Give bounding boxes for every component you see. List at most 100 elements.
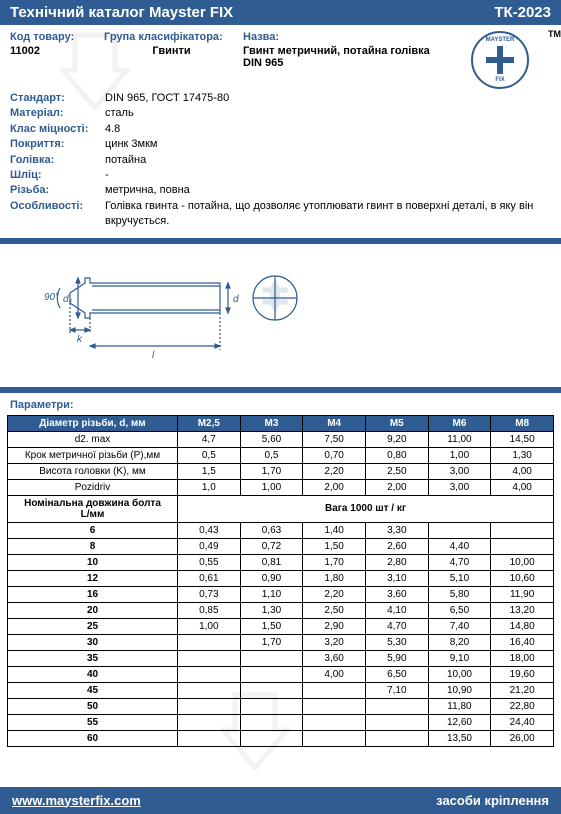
footer-bar: www.maysterfix.com засоби кріплення [0,787,561,814]
spec-label: Стандарт: [10,91,105,106]
footer-url[interactable]: www.maysterfix.com [12,793,141,808]
th-col: M4 [303,415,366,431]
table-cell: 7,40 [428,618,491,634]
spec-row: Особливості:Голівка гвинта - потайна, що… [10,199,551,230]
table-cell [303,714,366,730]
table-cell: 3,60 [365,586,428,602]
table-cell: 0,70 [303,447,366,463]
table-row: 120,610,901,803,105,1010,60 [8,570,554,586]
table-cell: 11,00 [428,431,491,447]
table-cell: 2,20 [303,586,366,602]
table-cell: 0,80 [365,447,428,463]
table-cell: 4,00 [303,666,366,682]
table-row: 251,001,502,904,707,4014,80 [8,618,554,634]
table-cell [303,698,366,714]
row-label: 16 [8,586,178,602]
table-cell: 13,50 [428,730,491,746]
table-cell: 0,72 [240,538,303,554]
table-row: 80,490,721,502,604,40 [8,538,554,554]
spec-value: потайна [105,153,146,168]
table-cell: 1,50 [303,538,366,554]
table-row: 404,006,5010,0019,60 [8,666,554,682]
spec-value: DIN 965, ГОСТ 17475-80 [105,91,229,106]
diagram-k: k [77,334,83,345]
table-cell: 11,80 [428,698,491,714]
table-cell: 0,5 [240,447,303,463]
diagram-l: l [152,350,155,361]
table-row: 60,430,631,403,30 [8,522,554,538]
spec-value: сталь [105,106,134,121]
product-code-value: 11002 [10,45,100,57]
table-cell: 2,50 [365,463,428,479]
spec-value: цинк 3мкм [105,137,157,152]
table-cell [365,730,428,746]
table-cell: 4,70 [428,554,491,570]
catalog-title: Технічний каталог Mayster FIX [10,4,233,21]
diagram-dk: dₖ [63,294,74,305]
table-cell: 1,80 [303,570,366,586]
table-cell: 22,80 [491,698,554,714]
table-cell: 26,00 [491,730,554,746]
table-cell: 1,70 [240,634,303,650]
table-cell: 5,80 [428,586,491,602]
diagram-angle: 90° [44,292,59,303]
table-cell: 2,50 [303,602,366,618]
table-cell: 6,50 [428,602,491,618]
table-row: Крок метричної різьби (P),мм0,50,50,700,… [8,447,554,463]
parameters-table: Діаметр різьби, d, мм M2,5 M3 M4 M5 M6 M… [7,415,554,747]
th-diameter: Діаметр різьби, d, мм [8,415,178,431]
classifier-label: Група класифікатора: [104,31,239,43]
spec-row: Клас міцності:4.8 [10,122,551,137]
table-row: 6013,5026,00 [8,730,554,746]
weight-header-label: Номінальна довжина болта L/мм [8,495,178,522]
name-label: Назва: [243,31,467,43]
name-block: Назва: Гвинт метричний, потайна голівка … [243,31,467,89]
table-cell: 1,00 [240,479,303,495]
table-cell: 2,80 [365,554,428,570]
row-label: 35 [8,650,178,666]
table-cell: 1,00 [178,618,241,634]
table-cell: 1,30 [491,447,554,463]
row-label: 30 [8,634,178,650]
table-cell: 13,20 [491,602,554,618]
table-cell: 5,90 [365,650,428,666]
row-label: 50 [8,698,178,714]
table-cell: 1,70 [240,463,303,479]
logo-text-top: MAYSTER [473,37,527,43]
table-cell: 14,80 [491,618,554,634]
table-cell: 24,40 [491,714,554,730]
table-cell: 4,00 [491,463,554,479]
product-code-block: Код товару: 11002 [10,31,100,89]
table-cell: 2,00 [303,479,366,495]
row-label: Pozidriv [8,479,178,495]
table-cell [240,666,303,682]
table-cell: 10,90 [428,682,491,698]
table-cell: 7,50 [303,431,366,447]
logo-block: TM MAYSTER FIX [471,31,551,89]
table-cell [365,714,428,730]
row-label: d2. max [8,431,178,447]
table-cell [178,634,241,650]
table-cell: 2,60 [365,538,428,554]
weight-header-span: Вага 1000 шт / кг [178,495,554,522]
table-cell [240,730,303,746]
spec-row: Різьба:метрична, повна [10,183,551,198]
footer-tagline: засоби кріплення [436,793,549,808]
spec-label: Особливості: [10,199,105,230]
table-cell [178,714,241,730]
table-cell [178,682,241,698]
table-cell: 10,60 [491,570,554,586]
spec-label: Голівка: [10,153,105,168]
table-cell [491,538,554,554]
table-cell: 0,81 [240,554,303,570]
table-cell: 0,63 [240,522,303,538]
th-col: M5 [365,415,428,431]
table-cell: 3,10 [365,570,428,586]
table-row: 160,731,102,203,605,8011,90 [8,586,554,602]
table-cell: 0,43 [178,522,241,538]
table-cell: 4,7 [178,431,241,447]
table-cell: 3,60 [303,650,366,666]
table-row: 200,851,302,504,106,5013,20 [8,602,554,618]
row-label: 12 [8,570,178,586]
trademark-label: TM [548,29,561,39]
